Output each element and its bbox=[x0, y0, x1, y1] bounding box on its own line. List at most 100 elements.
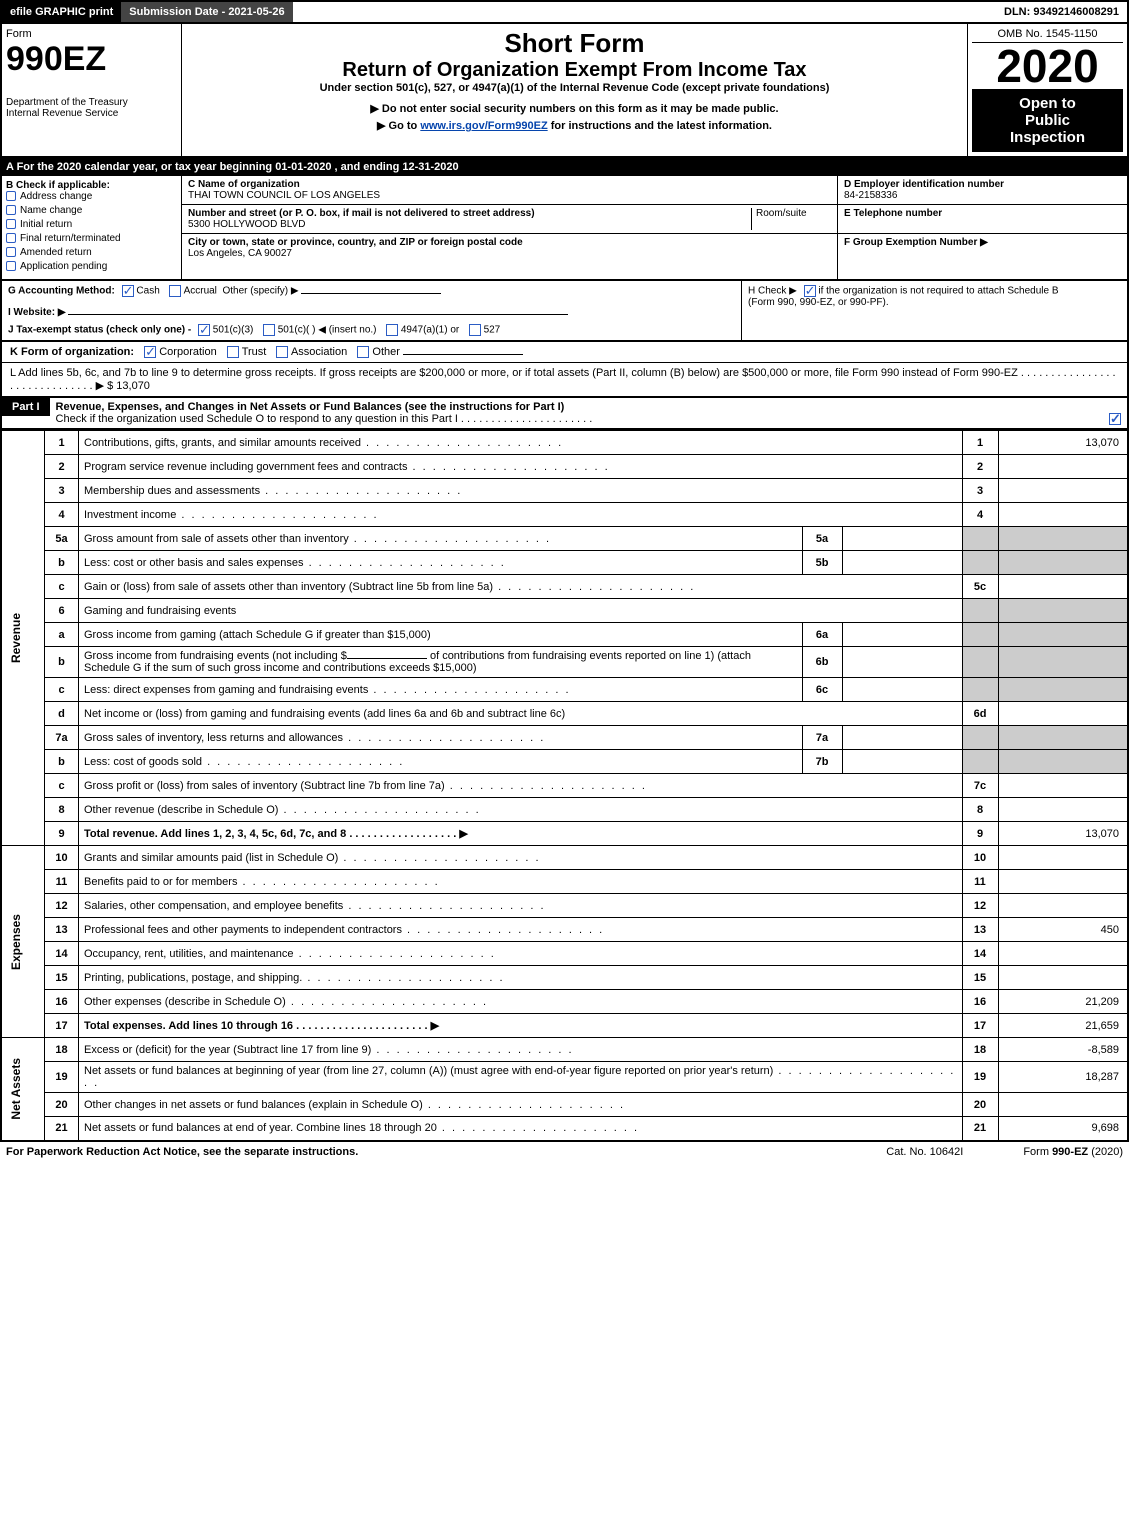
ck-schedule-b[interactable] bbox=[804, 285, 816, 297]
form-word: Form bbox=[6, 28, 177, 40]
val-1: 13,070 bbox=[998, 431, 1128, 455]
ck-final-return[interactable]: Final return/terminated bbox=[6, 233, 177, 244]
dept: Department of the Treasury bbox=[6, 97, 177, 108]
ck-accrual[interactable] bbox=[169, 285, 181, 297]
inspection-badge: Open to Public Inspection bbox=[972, 89, 1123, 152]
group-exemption-label: F Group Exemption Number ▶ bbox=[844, 237, 1121, 248]
section-j: J Tax-exempt status (check only one) - 5… bbox=[8, 324, 735, 336]
ck-4947[interactable] bbox=[386, 324, 398, 336]
section-l: L Add lines 5b, 6c, and 7b to line 9 to … bbox=[0, 363, 1129, 398]
ck-501c3[interactable] bbox=[198, 324, 210, 336]
submission-date: Submission Date - 2021-05-26 bbox=[121, 2, 292, 22]
main-title: Return of Organization Exempt From Incom… bbox=[188, 59, 961, 82]
ck-address-change[interactable]: Address change bbox=[6, 191, 177, 202]
line-11: 11Benefits paid to or for members11 bbox=[1, 870, 1128, 894]
line-17: 17Total expenses. Add lines 10 through 1… bbox=[1, 1014, 1128, 1038]
goto-link[interactable]: www.irs.gov/Form990EZ bbox=[420, 120, 547, 132]
section-b: B Check if applicable: Address change Na… bbox=[2, 176, 182, 279]
lines-table: Revenue 1 Contributions, gifts, grants, … bbox=[0, 430, 1129, 1142]
part-i-label: Part I bbox=[2, 398, 50, 416]
line-10: Expenses 10Grants and similar amounts pa… bbox=[1, 846, 1128, 870]
footer-left: For Paperwork Reduction Act Notice, see … bbox=[6, 1146, 358, 1158]
topbar: efile GRAPHIC print Submission Date - 20… bbox=[0, 0, 1129, 24]
info-block: B Check if applicable: Address change Na… bbox=[0, 176, 1129, 281]
section-c: C Name of organization THAI TOWN COUNCIL… bbox=[182, 176, 837, 279]
val-13: 450 bbox=[998, 918, 1128, 942]
k-label: K Form of organization: bbox=[10, 346, 134, 358]
dln: DLN: 93492146008291 bbox=[996, 2, 1127, 22]
line-2: 2Program service revenue including gover… bbox=[1, 455, 1128, 479]
vlabel-expenses: Expenses bbox=[7, 910, 25, 974]
line-6d: dNet income or (loss) from gaming and fu… bbox=[1, 702, 1128, 726]
ck-527[interactable] bbox=[469, 324, 481, 336]
ck-schedule-o[interactable] bbox=[1109, 413, 1121, 425]
tax-year: 2020 bbox=[972, 43, 1123, 89]
val-16: 21,209 bbox=[998, 990, 1128, 1014]
val-21: 9,698 bbox=[998, 1117, 1128, 1141]
vlabel-net-assets: Net Assets bbox=[7, 1054, 25, 1124]
line-6b: bGross income from fundraising events (n… bbox=[1, 647, 1128, 678]
row-gh: G Accounting Method: Cash Accrual Other … bbox=[0, 281, 1129, 342]
ck-trust[interactable] bbox=[227, 346, 239, 358]
ein-label: D Employer identification number bbox=[844, 179, 1121, 190]
insp3: Inspection bbox=[974, 129, 1121, 146]
form-header: Form 990EZ Department of the Treasury In… bbox=[0, 24, 1129, 158]
ck-cash[interactable] bbox=[122, 285, 134, 297]
line-14: 14Occupancy, rent, utilities, and mainte… bbox=[1, 942, 1128, 966]
city-row: City or town, state or province, country… bbox=[182, 234, 837, 262]
ck-initial-return[interactable]: Initial return bbox=[6, 219, 177, 230]
footer-mid: Cat. No. 10642I bbox=[886, 1146, 963, 1158]
val-17: 21,659 bbox=[998, 1014, 1128, 1038]
footer-right: Form 990-EZ (2020) bbox=[1023, 1146, 1123, 1158]
ck-501c[interactable] bbox=[263, 324, 275, 336]
line-20: 20Other changes in net assets or fund ba… bbox=[1, 1093, 1128, 1117]
org-city: Los Angeles, CA 90027 bbox=[188, 248, 831, 259]
org-name: THAI TOWN COUNCIL OF LOS ANGELES bbox=[188, 190, 831, 201]
line-5c: cGain or (loss) from sale of assets othe… bbox=[1, 575, 1128, 599]
line-7a: 7aGross sales of inventory, less returns… bbox=[1, 726, 1128, 750]
line-7c: cGross profit or (loss) from sales of in… bbox=[1, 774, 1128, 798]
line-13: 13Professional fees and other payments t… bbox=[1, 918, 1128, 942]
insp2: Public bbox=[974, 112, 1121, 129]
ck-application-pending[interactable]: Application pending bbox=[6, 261, 177, 272]
header-mid: Short Form Return of Organization Exempt… bbox=[182, 24, 967, 156]
line-6a: aGross income from gaming (attach Schedu… bbox=[1, 623, 1128, 647]
goto-post: for instructions and the latest informat… bbox=[548, 120, 772, 132]
ck-amended-return[interactable]: Amended return bbox=[6, 247, 177, 258]
ck-corp[interactable] bbox=[144, 346, 156, 358]
section-b-label: B Check if applicable: bbox=[6, 180, 177, 191]
section-i: I Website: ▶ bbox=[8, 307, 735, 318]
ck-other[interactable] bbox=[357, 346, 369, 358]
ck-name-change[interactable]: Name change bbox=[6, 205, 177, 216]
line-12: 12Salaries, other compensation, and empl… bbox=[1, 894, 1128, 918]
addr-label: Number and street (or P. O. box, if mail… bbox=[188, 208, 751, 219]
city-label: City or town, state or province, country… bbox=[188, 237, 831, 248]
line-7b: bLess: cost of goods sold7b bbox=[1, 750, 1128, 774]
line-9: 9Total revenue. Add lines 1, 2, 3, 4, 5c… bbox=[1, 822, 1128, 846]
l-text: L Add lines 5b, 6c, and 7b to line 9 to … bbox=[10, 367, 1116, 392]
room-suite: Room/suite bbox=[751, 208, 831, 230]
section-d: D Employer identification number 84-2158… bbox=[838, 176, 1127, 205]
org-address: 5300 HOLLYWOOD BLVD bbox=[188, 219, 751, 230]
section-h: H Check ▶ if the organization is not req… bbox=[742, 281, 1127, 340]
section-g: G Accounting Method: Cash Accrual Other … bbox=[2, 281, 742, 340]
line-6c: cLess: direct expenses from gaming and f… bbox=[1, 678, 1128, 702]
ck-assoc[interactable] bbox=[276, 346, 288, 358]
part-i-header: Part I Revenue, Expenses, and Changes in… bbox=[0, 398, 1129, 430]
line-16: 16Other expenses (describe in Schedule O… bbox=[1, 990, 1128, 1014]
section-k: K Form of organization: Corporation Trus… bbox=[0, 342, 1129, 363]
subtitle: Under section 501(c), 527, or 4947(a)(1)… bbox=[188, 82, 961, 94]
line-19: 19Net assets or fund balances at beginni… bbox=[1, 1062, 1128, 1093]
h-text2: if the organization is not required to a… bbox=[816, 286, 1059, 297]
short-form-title: Short Form bbox=[188, 28, 961, 59]
line-8: 8Other revenue (describe in Schedule O)8 bbox=[1, 798, 1128, 822]
line-4: 4Investment income4 bbox=[1, 503, 1128, 527]
addr-row: Number and street (or P. O. box, if mail… bbox=[182, 205, 837, 234]
part-i-sub: Check if the organization used Schedule … bbox=[56, 413, 593, 425]
tax-exempt-label: J Tax-exempt status (check only one) - bbox=[8, 325, 194, 336]
insp1: Open to bbox=[974, 95, 1121, 112]
org-name-label: C Name of organization bbox=[188, 179, 831, 190]
header-right: OMB No. 1545-1150 2020 Open to Public In… bbox=[967, 24, 1127, 156]
efile-label: efile GRAPHIC print bbox=[2, 2, 121, 22]
ssn-warning: ▶ Do not enter social security numbers o… bbox=[188, 102, 961, 115]
